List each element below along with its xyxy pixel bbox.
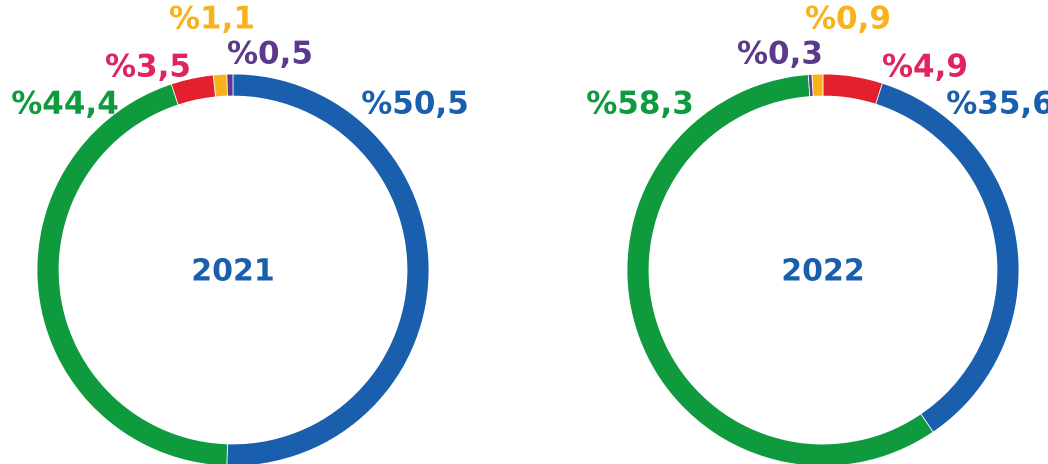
center-title: 2022	[781, 254, 865, 289]
value-label: %35,6	[946, 86, 1048, 122]
donut-chart: %50,5 %44,4%3,5 %1,1%0,5 2021	[11, 1, 469, 464]
donut-segment	[822, 73, 883, 105]
value-label: %0,5	[227, 36, 313, 72]
center-title: 2021	[191, 254, 275, 289]
donut-segment	[226, 73, 234, 97]
donut-segment	[212, 73, 228, 98]
value-label: %1,1	[169, 1, 255, 37]
donut-segment	[226, 73, 430, 464]
donut-segment	[626, 74, 934, 464]
value-label: %0,3	[737, 36, 823, 72]
value-label: %4,9	[882, 49, 968, 85]
donut-segment	[875, 82, 1020, 433]
value-label: %3,5	[105, 49, 191, 85]
donut-segment	[811, 73, 824, 97]
donut-chart: %4,9%35,6 %58,3 %0,3%0,9 2022	[586, 1, 1048, 464]
value-label: %58,3	[586, 86, 694, 122]
value-label: %50,5	[361, 86, 469, 122]
value-label: %44,4	[11, 86, 119, 122]
value-label: %0,9	[805, 1, 891, 37]
